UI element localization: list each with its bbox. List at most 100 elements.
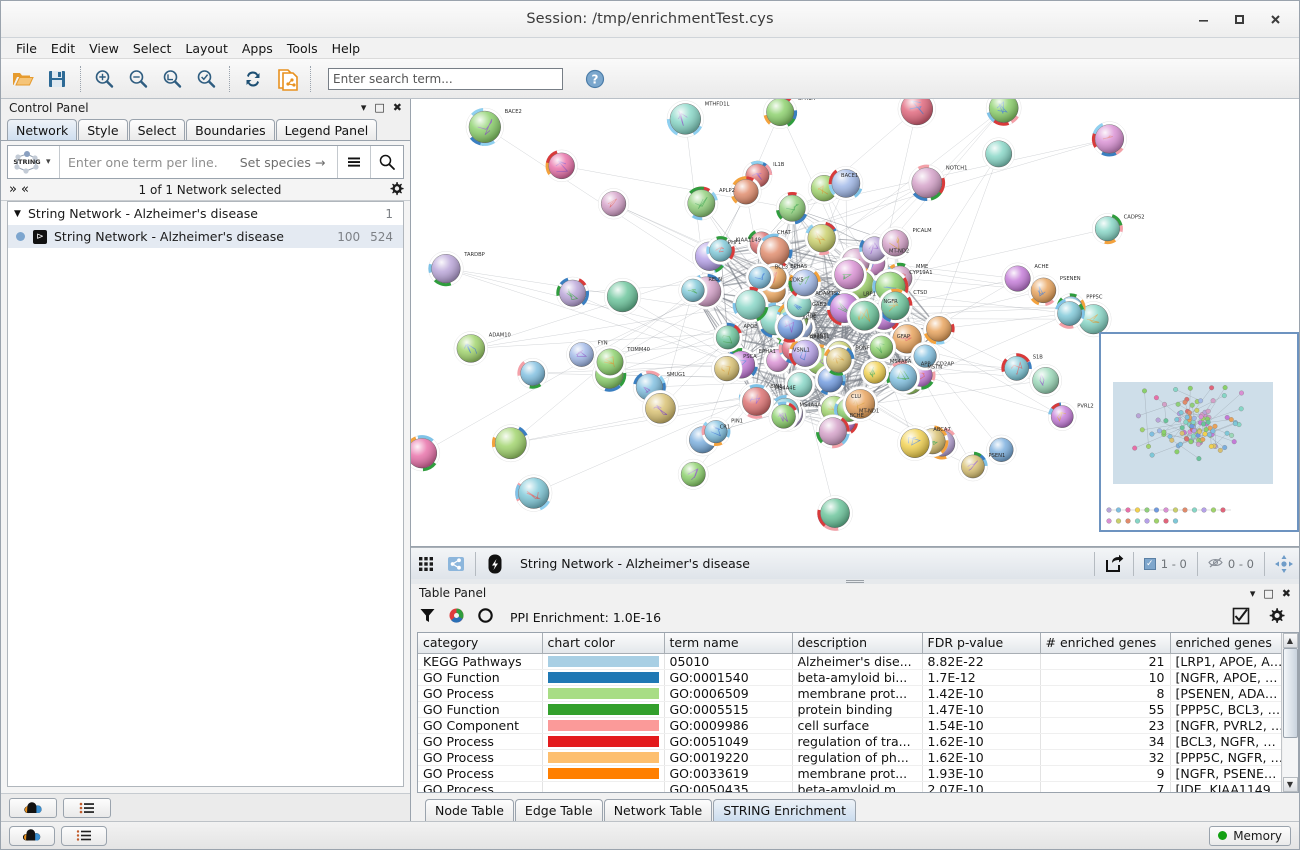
- zoom-fit-icon[interactable]: [156, 63, 188, 95]
- tab-network-table[interactable]: Network Table: [603, 799, 713, 821]
- menu-apps[interactable]: Apps: [241, 40, 273, 56]
- donut-icon[interactable]: [477, 607, 494, 627]
- minimize-button[interactable]: [1185, 5, 1221, 35]
- search-input[interactable]: Enter search term...: [328, 67, 563, 90]
- cell-enriched-genes: [NGFR, PSENEN,...: [1170, 765, 1281, 782]
- memory-status-button[interactable]: Memory: [1209, 825, 1291, 846]
- expand-all-icon[interactable]: «: [20, 182, 29, 197]
- collapse-all-icon[interactable]: »: [9, 182, 17, 197]
- string-options-menu-icon[interactable]: [337, 146, 370, 178]
- table-row[interactable]: GO Process GO:0033619 membrane prot... 1.93…: [418, 765, 1281, 782]
- export-network-icon[interactable]: [271, 63, 303, 95]
- menu-tools[interactable]: Tools: [286, 40, 318, 56]
- table-panel-float-icon[interactable]: □: [1263, 586, 1274, 600]
- table-row[interactable]: GO Function GO:0005515 protein binding 1.47…: [418, 701, 1281, 718]
- string-logo-icon[interactable]: STRING: [8, 146, 46, 178]
- help-icon[interactable]: ?: [579, 63, 611, 95]
- network-view[interactable]: MT-ND2 MT-ND1 VSNL1 CD2AP MS4A4A MS4A6A MS4A4E…: [411, 99, 1299, 547]
- col-fdr-pvalue[interactable]: FDR p-value: [922, 633, 1041, 654]
- control-panel-float-icon[interactable]: □: [374, 101, 385, 114]
- col-enriched-count[interactable]: # enriched genes: [1040, 633, 1171, 654]
- tab-style[interactable]: Style: [78, 119, 128, 140]
- table-panel-close-icon[interactable]: ✖: [1281, 586, 1291, 600]
- scroll-thumb[interactable]: [1282, 648, 1298, 738]
- cell-fdr-pvalue: 1.42E-10: [922, 685, 1041, 702]
- set-species-link[interactable]: Set species →: [239, 154, 326, 170]
- pie-chart-icon[interactable]: [448, 607, 465, 627]
- control-panel-collapse-icon[interactable]: ▾: [360, 101, 367, 114]
- menu-file[interactable]: File: [16, 40, 37, 56]
- col-chart-color[interactable]: chart color: [542, 633, 665, 654]
- tree-row-root[interactable]: ▼ String Network - Alzheimer's disease 1: [8, 202, 403, 225]
- cloud-status-icon[interactable]: [9, 825, 55, 846]
- table-row[interactable]: GO Component GO:0009986 cell surface 1.54E-…: [418, 717, 1281, 734]
- zoom-selected-icon[interactable]: [190, 63, 222, 95]
- tab-string-enrichment[interactable]: STRING Enrichment: [713, 799, 857, 821]
- cloud-icon[interactable]: [9, 797, 57, 818]
- task-list-icon[interactable]: [61, 825, 107, 846]
- network-selected-status: 1 of 1 Network selected: [138, 182, 282, 197]
- col-category[interactable]: category: [418, 633, 543, 654]
- open-session-icon[interactable]: [7, 63, 39, 95]
- table-row[interactable]: KEGG Pathways 05010 Alzheimer's dise... 8.8…: [418, 653, 1281, 670]
- select-all-checkbox-icon[interactable]: [1232, 607, 1250, 628]
- tab-node-table[interactable]: Node Table: [425, 799, 514, 821]
- control-panel-close-icon[interactable]: ✖: [392, 101, 402, 114]
- tab-edge-table[interactable]: Edge Table: [514, 799, 603, 821]
- string-species-caret-icon[interactable]: ▾: [46, 157, 51, 167]
- table-row[interactable]: GO Process GO:0006509 membrane prot... 1.42…: [418, 685, 1281, 702]
- svg-text:TARDBP: TARDBP: [463, 252, 485, 258]
- scroll-up-arrow-icon[interactable]: ▲: [1282, 633, 1298, 648]
- grid-icon[interactable]: [411, 550, 441, 578]
- string-search-icon[interactable]: [370, 146, 403, 178]
- birds-eye-view[interactable]: [1099, 332, 1299, 532]
- menu-select[interactable]: Select: [132, 40, 172, 56]
- maximize-button[interactable]: [1221, 5, 1257, 35]
- expand-triangle-icon[interactable]: ▼: [14, 208, 21, 219]
- menu-help[interactable]: Help: [331, 40, 361, 56]
- tab-legend-panel[interactable]: Legend Panel: [275, 119, 378, 140]
- col-term-name[interactable]: term name: [664, 633, 793, 654]
- scroll-down-arrow-icon[interactable]: ▼: [1282, 777, 1298, 792]
- tab-select[interactable]: Select: [128, 119, 186, 140]
- memory-led-icon: [1218, 831, 1228, 840]
- table-row[interactable]: GO Function GO:0001540 beta-amyloid bi... 1…: [418, 669, 1281, 686]
- table-row[interactable]: GO Process GO:0019220 regulation of ph... 1…: [418, 749, 1281, 766]
- menu-bar: File Edit View Select Layout Apps Tools …: [1, 38, 1299, 59]
- gear-icon[interactable]: [389, 181, 404, 199]
- scroll-track[interactable]: [1282, 648, 1298, 777]
- filter-icon[interactable]: [419, 607, 436, 627]
- col-enriched-genes[interactable]: enriched genes: [1170, 633, 1281, 654]
- tab-network[interactable]: Network: [7, 119, 78, 140]
- refresh-icon[interactable]: [237, 63, 269, 95]
- tree-row-network[interactable]: ⊳ String Network - Alzheimer's disease 1…: [8, 225, 403, 248]
- save-session-icon[interactable]: [41, 63, 73, 95]
- tab-boundaries[interactable]: Boundaries: [186, 119, 275, 140]
- table-vertical-scrollbar[interactable]: ▲ ▼: [1281, 633, 1298, 792]
- panel-splitter[interactable]: [411, 579, 1299, 584]
- cell-description: Alzheimer's dise...: [792, 653, 923, 670]
- zoom-out-icon[interactable]: [122, 63, 154, 95]
- svg-text:PSENEN: PSENEN: [1060, 276, 1081, 282]
- export-icon[interactable]: [1099, 550, 1129, 578]
- table-panel-collapse-icon[interactable]: ▾: [1249, 586, 1256, 600]
- menu-view[interactable]: View: [89, 40, 119, 56]
- table-row[interactable]: GO Process GO:0050435 beta-amyloid m... 2.0…: [418, 781, 1281, 792]
- selected-nodes-indicator[interactable]: ✓ 1 - 0: [1138, 557, 1193, 571]
- annotation-icon[interactable]: [480, 550, 510, 578]
- string-term-input[interactable]: Enter one term per line. Set species →: [59, 146, 337, 178]
- menu-layout[interactable]: Layout: [185, 40, 228, 56]
- list-icon[interactable]: [63, 797, 111, 818]
- table-settings-gear-icon[interactable]: [1268, 607, 1285, 627]
- hidden-nodes-indicator[interactable]: 0 - 0: [1202, 556, 1260, 572]
- table-row[interactable]: GO Process GO:0051049 regulation of tra...…: [418, 733, 1281, 750]
- navigator-icon[interactable]: [1269, 550, 1299, 578]
- menu-edit[interactable]: Edit: [50, 40, 76, 56]
- svg-text:IL1B: IL1B: [773, 162, 785, 168]
- col-description[interactable]: description: [792, 633, 923, 654]
- zoom-in-icon[interactable]: [88, 63, 120, 95]
- cell-category: KEGG Pathways: [418, 653, 543, 670]
- share-icon[interactable]: [441, 550, 471, 578]
- cell-enriched-count: 32: [1040, 749, 1171, 766]
- close-button[interactable]: [1257, 5, 1293, 35]
